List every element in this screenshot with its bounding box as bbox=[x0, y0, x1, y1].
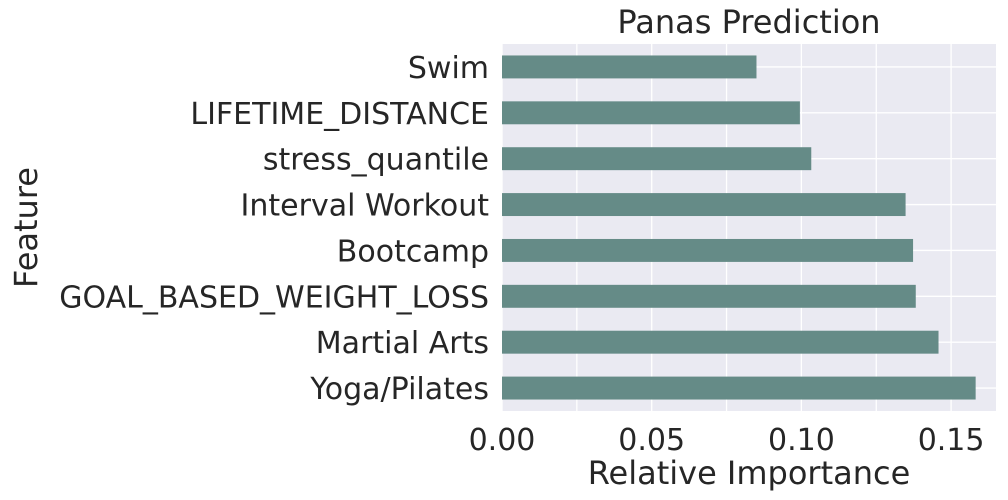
y-tick-label: Martial Arts bbox=[316, 326, 489, 361]
plot-area bbox=[502, 44, 996, 411]
x-tick-labels: 0.00 0.05 0.10 0.15 bbox=[469, 423, 985, 458]
y-tick-labels: Swim LIFETIME_DISTANCE stress_quantile Inte… bbox=[59, 51, 489, 407]
x-tick-label: 0.10 bbox=[768, 423, 835, 458]
x-tick-label: 0.15 bbox=[918, 423, 985, 458]
y-tick-label: GOAL_BASED_WEIGHT_LOSS bbox=[59, 280, 489, 315]
bar bbox=[502, 147, 812, 171]
x-tick-label: 0.00 bbox=[469, 423, 536, 458]
x-tick-label: 0.05 bbox=[618, 423, 685, 458]
bar bbox=[502, 193, 906, 217]
y-tick-label: Interval Workout bbox=[241, 189, 490, 224]
bars bbox=[502, 55, 976, 400]
y-tick-label: Swim bbox=[408, 51, 489, 86]
x-axis-label: Relative Importance bbox=[588, 454, 911, 492]
bar bbox=[502, 55, 757, 79]
y-tick-label: Bootcamp bbox=[337, 234, 489, 269]
bar bbox=[502, 330, 939, 354]
y-axis-label: Feature bbox=[7, 167, 45, 288]
y-tick-label: LIFETIME_DISTANCE bbox=[190, 97, 489, 132]
bar bbox=[502, 101, 800, 125]
bar bbox=[502, 376, 976, 400]
chart-title: Panas Prediction bbox=[617, 3, 880, 41]
y-tick-label: Yoga/Pilates bbox=[309, 372, 489, 407]
bar bbox=[502, 284, 916, 308]
y-tick-label: stress_quantile bbox=[263, 143, 489, 178]
bar bbox=[502, 238, 914, 262]
